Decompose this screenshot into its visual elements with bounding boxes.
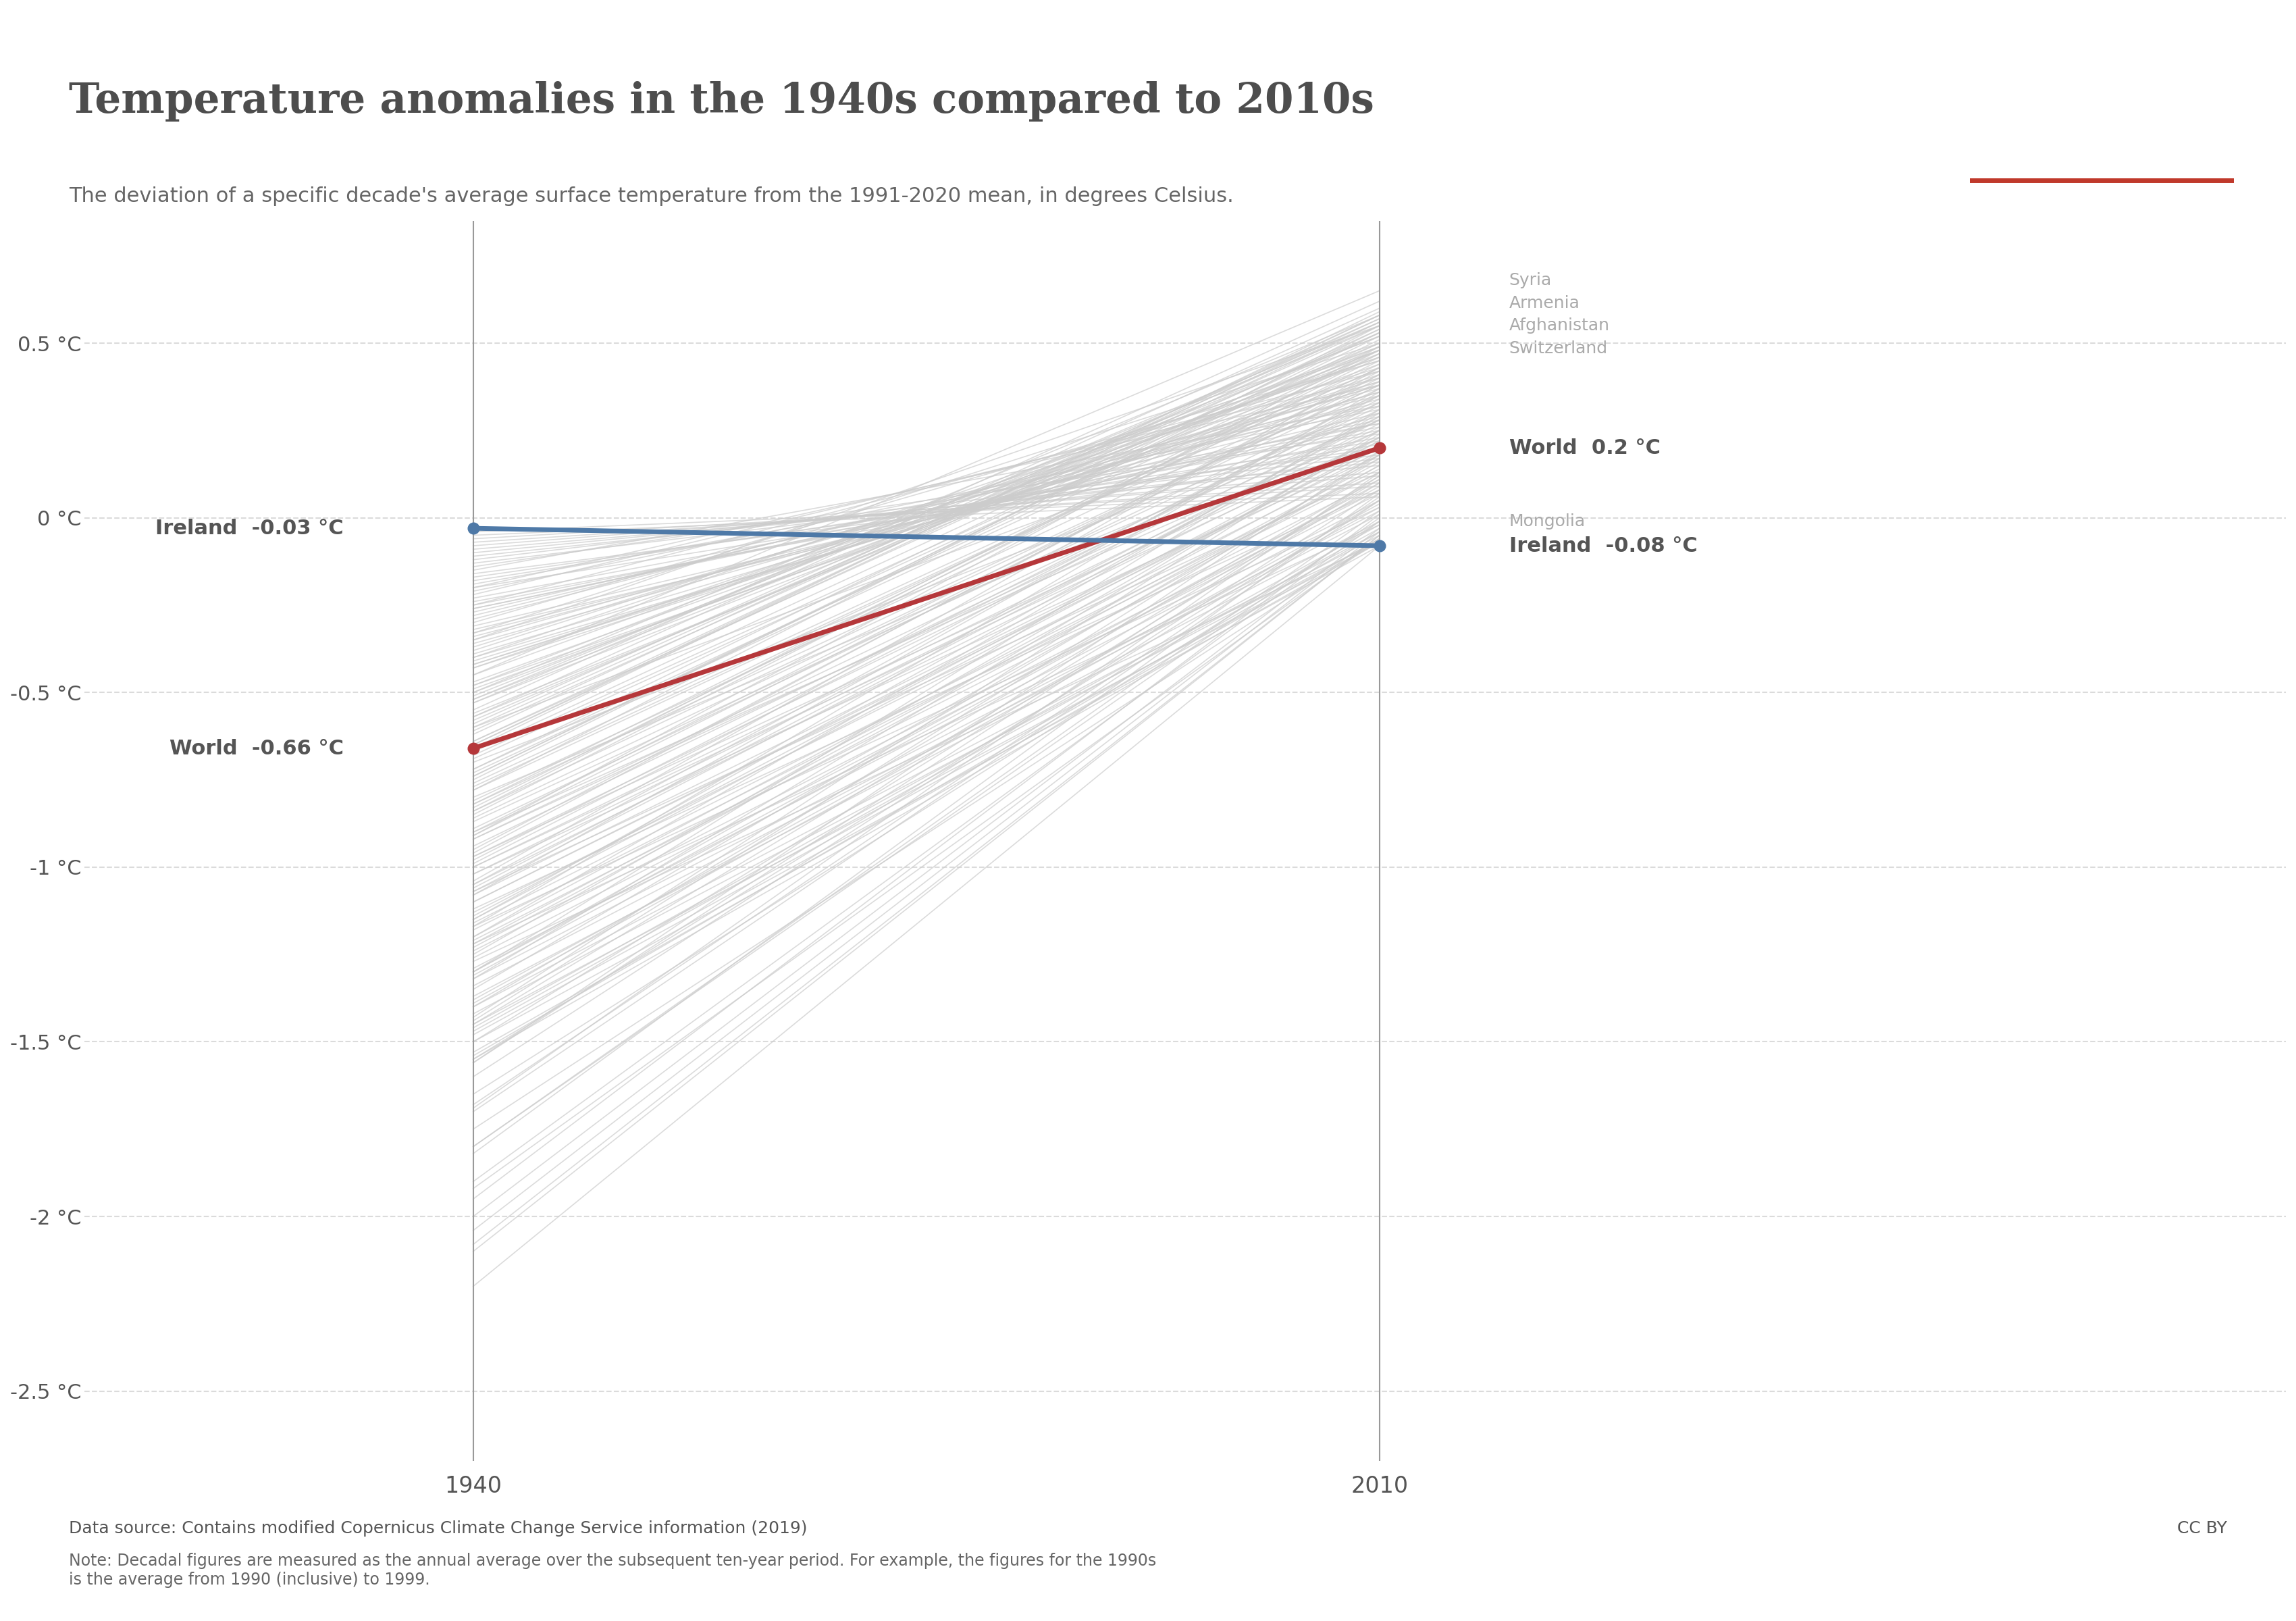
Text: World  -0.66 °C: World -0.66 °C <box>170 739 344 759</box>
Text: Afghanistan: Afghanistan <box>1508 318 1609 334</box>
Text: Note: Decadal figures are measured as the annual average over the subsequent ten: Note: Decadal figures are measured as th… <box>69 1553 1157 1589</box>
Text: Ireland  -0.08 °C: Ireland -0.08 °C <box>1508 537 1697 556</box>
Text: The deviation of a specific decade's average surface temperature from the 1991-2: The deviation of a specific decade's ave… <box>69 186 1233 206</box>
Text: Armenia: Armenia <box>1508 295 1580 311</box>
Text: CC BY: CC BY <box>2177 1520 2227 1537</box>
Text: Ireland  -0.03 °C: Ireland -0.03 °C <box>156 519 344 538</box>
Text: Our World
in Data: Our World in Data <box>2064 89 2140 122</box>
Text: Data source: Contains modified Copernicus Climate Change Service information (20: Data source: Contains modified Copernicu… <box>69 1520 808 1537</box>
Text: World  0.2 °C: World 0.2 °C <box>1508 438 1660 457</box>
Text: Temperature anomalies in the 1940s compared to 2010s: Temperature anomalies in the 1940s compa… <box>69 81 1373 122</box>
Text: Switzerland: Switzerland <box>1508 340 1607 357</box>
Text: Syria: Syria <box>1508 272 1552 289</box>
Text: Mongolia: Mongolia <box>1508 514 1587 530</box>
